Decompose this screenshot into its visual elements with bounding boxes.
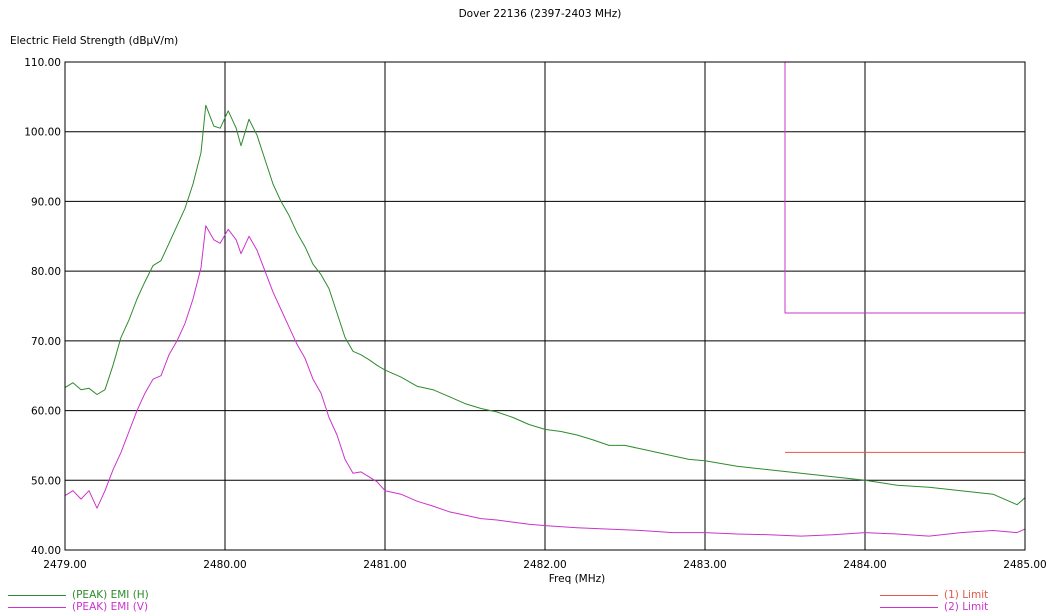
legend-item-limit-2: (2) Limit (880, 601, 988, 613)
y-tick-label: 50.00 (31, 475, 61, 487)
legend-left: (PEAK) EMI (H) (PEAK) EMI (V) (8, 589, 149, 613)
legend-label-emi-h: (PEAK) EMI (H) (72, 589, 149, 601)
legend-swatch-limit-2 (880, 606, 938, 608)
legend-label-emi-v: (PEAK) EMI (V) (72, 601, 149, 613)
plot-frame (64, 61, 1026, 551)
series-line-2-limit (784, 62, 1025, 314)
series-line-peak-emi-h (64, 104, 1026, 506)
y-tick-label: 40.00 (31, 545, 61, 557)
legend-swatch-emi-h (8, 594, 66, 596)
limit-lines (784, 62, 1025, 453)
legend-swatch-emi-v (8, 606, 66, 608)
legend-item-emi-h: (PEAK) EMI (H) (8, 589, 149, 601)
y-tick-label: 110.00 (24, 57, 61, 69)
y-tick-labels: 40.00 50.00 60.00 70.00 80.00 90.00 100.00 110.… (24, 57, 61, 557)
x-tick-labels: 2479.00 2480.00 2481.00 2482.00 2483.00 2484.… (43, 559, 1046, 571)
y-axis-label: Electric Field Strength (dBµV/m) (10, 35, 178, 47)
x-axis-label: Freq (MHz) (549, 573, 605, 585)
data-series (64, 104, 1026, 537)
grid-lines (64, 61, 1026, 551)
legend-item-limit-1: (1) Limit (880, 589, 988, 601)
y-tick-label: 60.00 (31, 406, 61, 418)
x-tick-label: 2482.00 (523, 559, 566, 571)
x-tick-label: 2484.00 (843, 559, 886, 571)
legend-swatch-limit-1 (880, 594, 938, 596)
x-tick-label: 2481.00 (363, 559, 406, 571)
y-tick-label: 100.00 (24, 127, 61, 139)
x-tick-label: 2480.00 (203, 559, 246, 571)
legend-right: (1) Limit (2) Limit (880, 589, 988, 613)
series-line-peak-emi-v (64, 225, 1026, 537)
y-tick-label: 90.00 (31, 196, 61, 208)
legend-label-limit-1: (1) Limit (944, 589, 989, 601)
x-tick-label: 2485.00 (1003, 559, 1046, 571)
legend-label-limit-2: (2) Limit (944, 601, 989, 613)
chart-title: Dover 22136 (2397-2403 MHz) (459, 8, 622, 20)
y-tick-label: 70.00 (31, 336, 61, 348)
x-tick-label: 2483.00 (683, 559, 726, 571)
y-tick-label: 80.00 (31, 266, 61, 278)
x-tick-label: 2479.00 (43, 559, 86, 571)
legend-item-emi-v: (PEAK) EMI (V) (8, 601, 149, 613)
